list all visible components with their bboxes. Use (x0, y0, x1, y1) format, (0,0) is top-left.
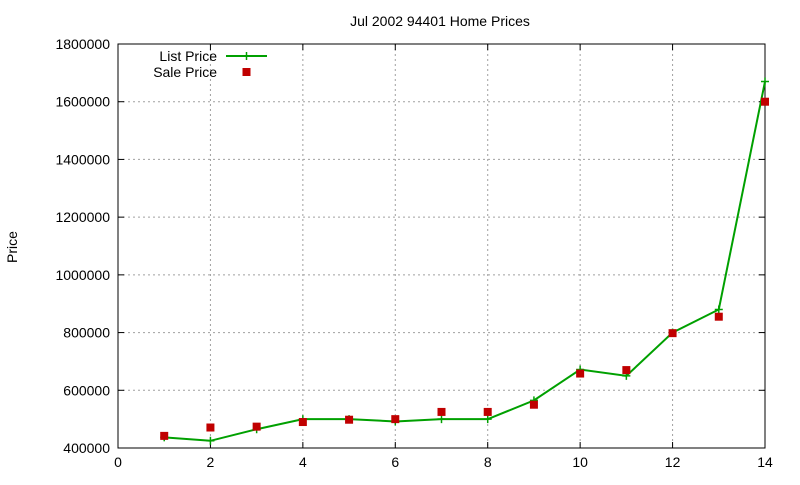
data-point-square (391, 415, 400, 424)
y-tick-label: 1800000 (55, 36, 110, 52)
legend-entry-sale-price: Sale Price (153, 64, 251, 80)
data-point-square (576, 369, 585, 378)
series-list-price (160, 77, 769, 445)
axis-ticks: 0 2 4 6 8 10 12 14 400000 600000 800000 1000000 1200… (55, 36, 773, 470)
data-point-square (529, 400, 538, 409)
data-point-square (345, 415, 354, 424)
data-point-square (761, 97, 769, 106)
y-tick-label: 1600000 (55, 94, 110, 110)
series-sale-price (160, 97, 769, 440)
y-tick-label: 600000 (63, 382, 110, 398)
x-tick-label: 6 (391, 454, 399, 470)
plot-border (117, 43, 766, 449)
y-tick-label: 800000 (63, 325, 110, 341)
legend-label: Sale Price (153, 64, 217, 80)
data-point-square (160, 431, 169, 440)
data-point-square (714, 312, 723, 321)
y-tick-label: 400000 (63, 440, 110, 456)
data-point-square (622, 366, 631, 375)
x-tick-label: 0 (114, 454, 122, 470)
legend-square-swatch (242, 68, 251, 76)
y-axis-label: Price (4, 231, 20, 263)
data-point-plus (483, 415, 492, 424)
data-point-square (668, 329, 677, 338)
y-tick-label: 1200000 (55, 209, 110, 225)
data-point-square (483, 407, 492, 416)
plot-frame (117, 43, 766, 449)
legend-label: List Price (159, 48, 217, 64)
data-point-plus (206, 436, 215, 445)
data-point-square (437, 407, 446, 416)
chart-title: Jul 2002 94401 Home Prices (350, 13, 530, 29)
data-point-square (252, 422, 261, 431)
x-tick-label: 10 (572, 454, 588, 470)
y-tick-label: 1400000 (55, 151, 110, 167)
data-point-square (206, 423, 215, 432)
data-point-plus (714, 305, 723, 314)
data-point-square (298, 418, 307, 427)
legend-entry-list-price: List Price (159, 48, 267, 64)
y-tick-label: 1000000 (55, 267, 110, 283)
x-tick-label: 2 (207, 454, 215, 470)
data-point-plus (761, 77, 769, 86)
series-layer (160, 77, 769, 445)
series-line (164, 81, 766, 442)
x-tick-label: 14 (757, 454, 773, 470)
x-tick-label: 8 (484, 454, 492, 470)
data-point-plus (437, 415, 446, 424)
grid-lines (118, 44, 765, 448)
x-tick-label: 12 (665, 454, 681, 470)
x-tick-label: 4 (299, 454, 307, 470)
legend-plus-swatch (242, 52, 251, 60)
